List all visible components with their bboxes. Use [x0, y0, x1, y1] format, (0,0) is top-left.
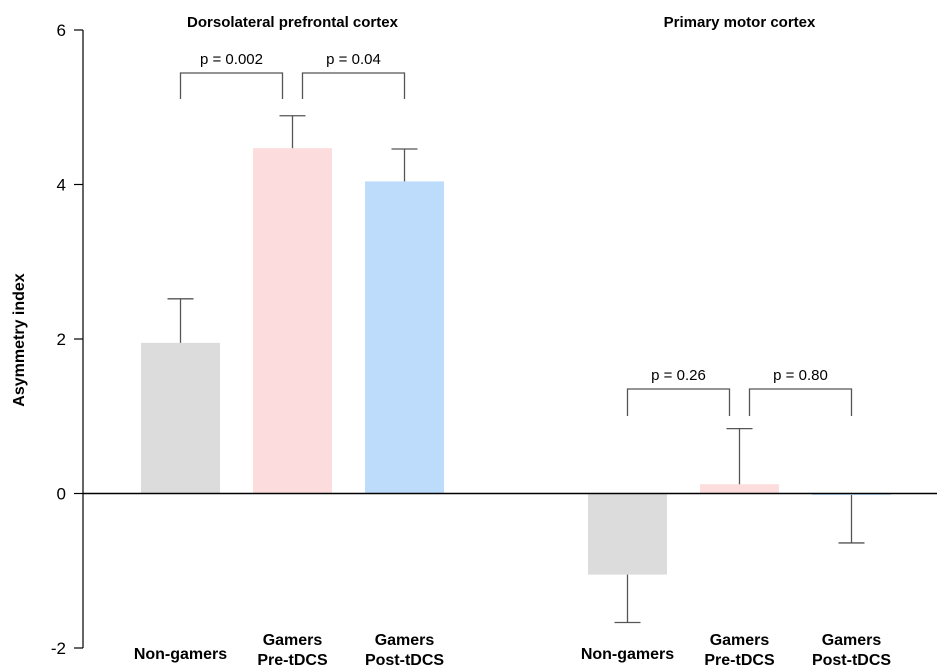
significance-bracket [301, 72, 406, 99]
bar [588, 493, 667, 575]
p-value-label: p = 0.002 [200, 51, 263, 68]
significance-bracket [179, 72, 284, 99]
x-category-label: Post-tDCS [365, 652, 444, 669]
y-axis: -2 0 2 4 6 [51, 21, 84, 658]
x-category-label: Gamers [375, 632, 435, 649]
significance-brackets-layer: p = 0.002 p = 0.04 p = 0.26 p = 0.80 [179, 51, 853, 416]
significance-bracket [626, 388, 731, 416]
group-title: Dorsolateral prefrontal cortex [187, 14, 399, 31]
bar [365, 181, 444, 494]
bar [700, 484, 779, 494]
x-category-label: Non-gamers [581, 646, 674, 663]
x-category-labels-layer: Non-gamers Gamers Pre-tDCS Gamers Post-tDCS N… [134, 632, 892, 669]
x-category-label: Gamers [822, 632, 882, 649]
group-title: Primary motor cortex [664, 14, 816, 31]
bar [141, 342, 220, 494]
error-bars-layer [167, 115, 865, 624]
x-category-label: Gamers [710, 632, 770, 649]
x-category-label: Pre-tDCS [257, 652, 328, 669]
y-axis-label: Asymmetry index [11, 273, 28, 406]
p-value-label: p = 0.80 [773, 367, 828, 384]
y-tick-label: 0 [57, 485, 66, 504]
y-tick-label: 6 [57, 21, 66, 40]
bar [253, 148, 332, 494]
x-category-label: Pre-tDCS [704, 652, 775, 669]
x-category-label: Post-tDCS [812, 652, 891, 669]
p-value-label: p = 0.04 [326, 51, 381, 68]
group-titles-layer: Dorsolateral prefrontal cortex Primary mo… [187, 14, 816, 31]
y-tick-label: 4 [57, 176, 66, 195]
x-category-label: Gamers [263, 632, 323, 649]
x-category-label: Non-gamers [134, 646, 227, 663]
bar [812, 493, 891, 496]
bars-layer [141, 148, 891, 575]
y-tick-label: 2 [57, 330, 66, 349]
significance-bracket [748, 388, 853, 416]
p-value-label: p = 0.26 [651, 367, 706, 384]
y-tick-label: -2 [51, 639, 66, 658]
